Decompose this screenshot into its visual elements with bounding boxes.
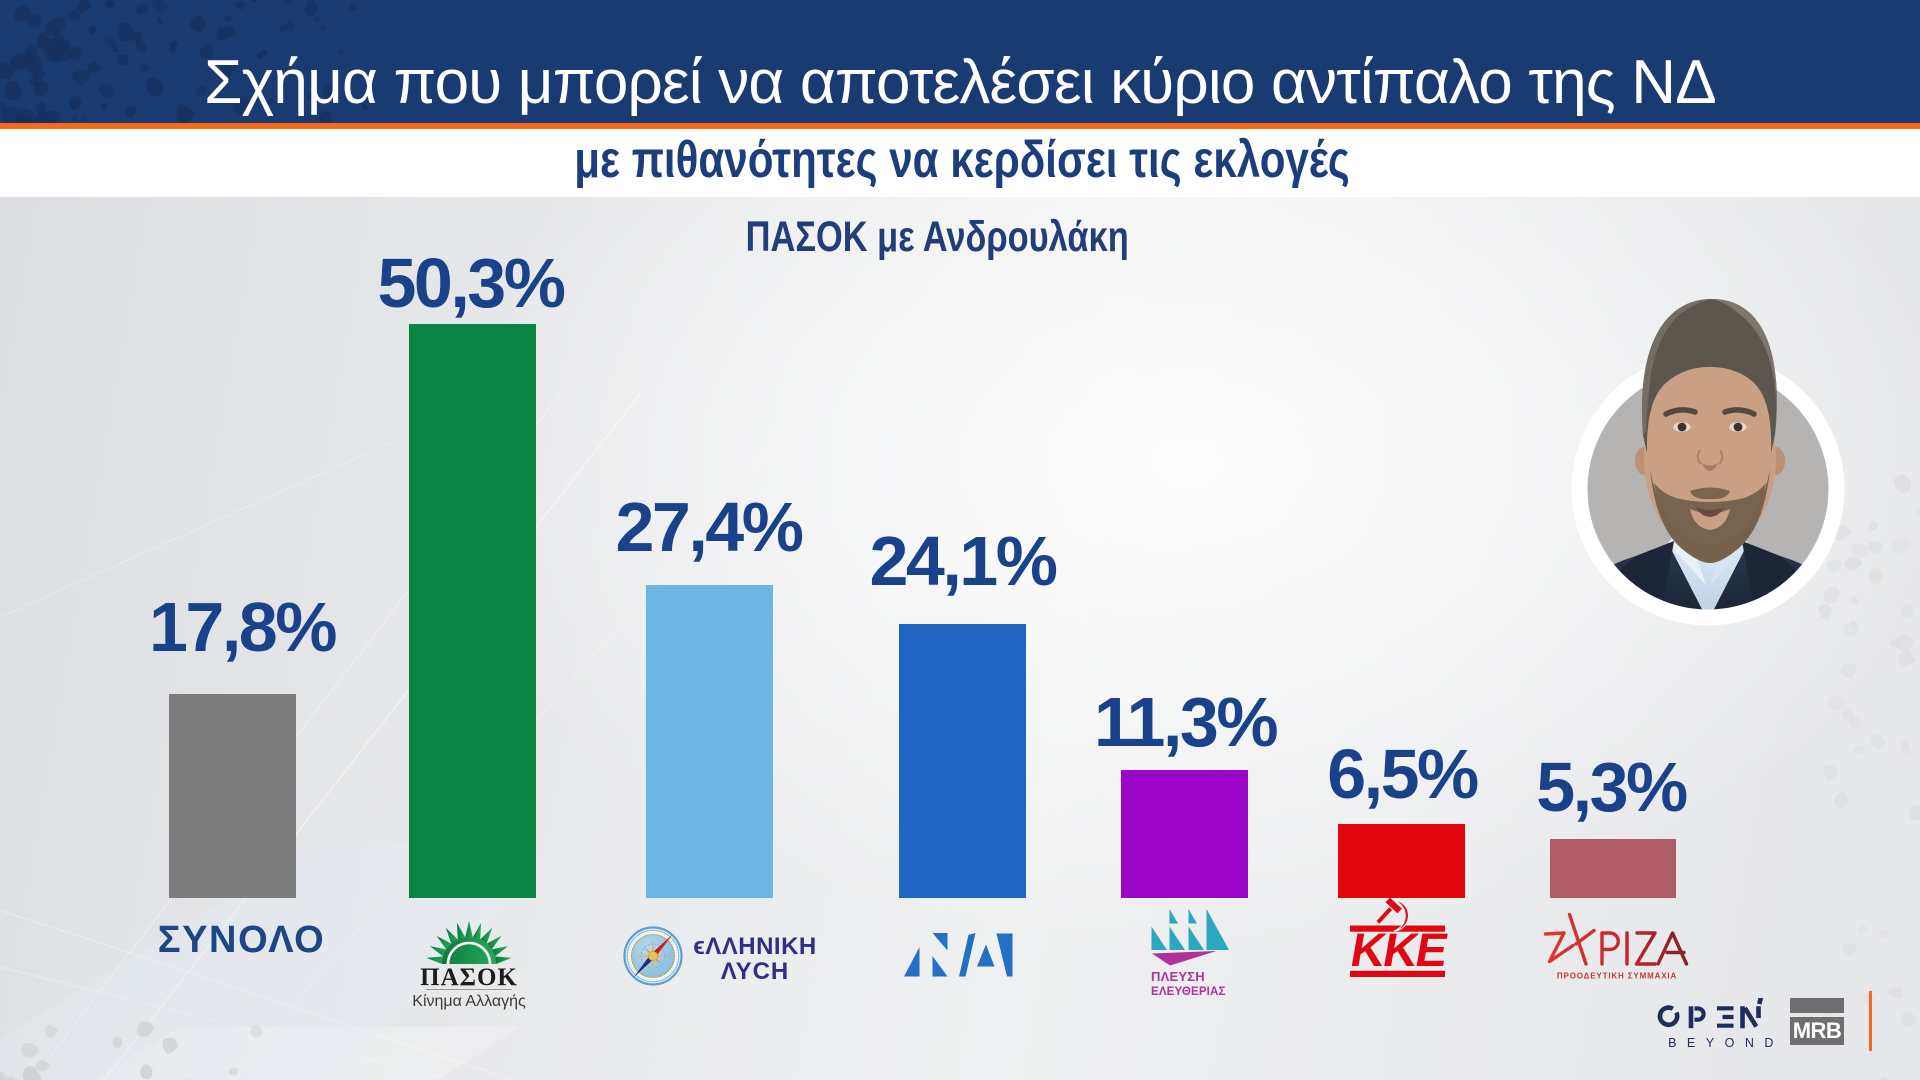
svg-text:KKE: KKE xyxy=(1347,924,1451,977)
svg-text:BEYOND: BEYOND xyxy=(1668,1036,1784,1050)
svg-text:Κίνημα Αλλαγής: Κίνημα Αλλαγής xyxy=(412,993,526,1010)
svg-text:ΠΛΕΥΣΗ: ΠΛΕΥΣΗ xyxy=(1151,969,1205,984)
svg-text:ΛΥCΗ: ΛΥCΗ xyxy=(721,958,790,985)
svg-text:ΠΡΟΟΔΕΥΤΙΚΗ ΣΥΜΜΑΧΙΑ: ΠΡΟΟΔΕΥΤΙΚΗ ΣΥΜΜΑΧΙΑ xyxy=(1557,972,1677,981)
svg-text:ϵΛΛΗΝΙΚΗ: ϵΛΛΗΝΙΚΗ xyxy=(693,933,817,960)
svg-text:ΠΑΣOΚ: ΠΑΣOΚ xyxy=(420,964,518,991)
svg-text:ΕΛΕΥΘΕΡΙΑΣ: ΕΛΕΥΘΕΡΙΑΣ xyxy=(1151,985,1226,998)
